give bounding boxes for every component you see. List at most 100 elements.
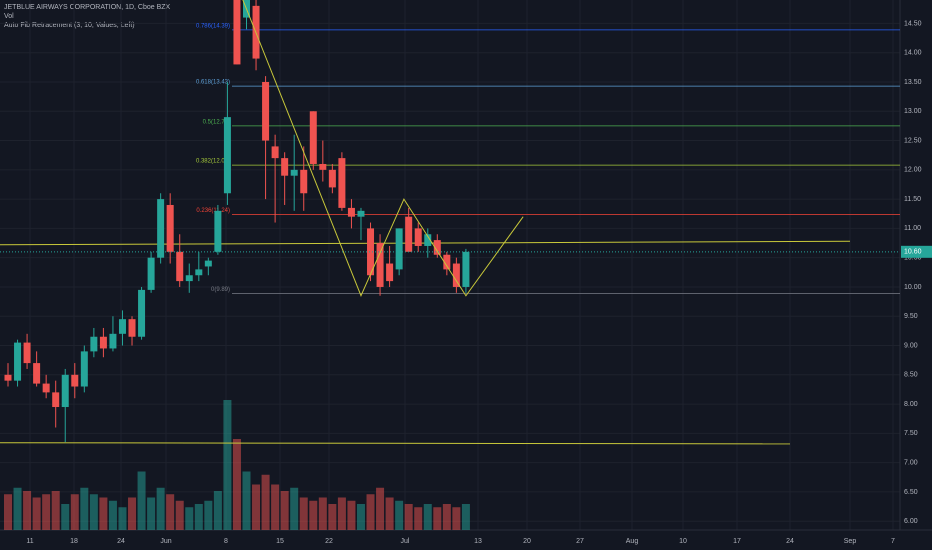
candle-body [99,336,107,349]
volume-bar [213,491,222,530]
volume-bar [99,497,108,530]
x-tick-label: Sep [844,538,857,545]
volume-bar [61,504,70,530]
y-tick-label: 10.50 [904,255,922,262]
y-tick-label: 7.00 [904,459,918,466]
chart-title: JETBLUE AIRWAYS CORPORATION, 1D, Cboe BZ… [4,4,171,11]
x-tick-label: 17 [733,538,741,545]
x-tick-label: 24 [117,538,125,545]
candle-body [185,275,193,282]
volume-bar [204,500,213,530]
x-tick-label: 22 [325,538,333,545]
candle-body [433,240,441,255]
volume-bar [175,500,184,530]
y-tick-label: 9.00 [904,342,918,349]
volume-bar [4,494,12,530]
volume-bar [118,507,127,530]
candle-body [290,169,298,176]
volume-bar [395,500,404,530]
indicator-label: Auto Fib Retracement (3, 10, Values, Lef… [4,22,135,29]
volume-bar [280,491,289,530]
volume-bar [356,504,365,530]
y-tick-label: 9.50 [904,313,918,320]
fib-label: 0.786(14.39) [196,23,230,29]
y-tick-label: 10.00 [904,284,922,291]
volume-bar [318,497,327,530]
candle-body [462,251,470,287]
volume-bar [166,494,175,530]
candle-body [176,251,184,282]
candle-body [138,289,146,337]
y-tick-label: 8.50 [904,372,918,379]
volume-bar [13,487,22,530]
y-tick-label: 11.50 [904,196,921,203]
y-tick-label: 7.50 [904,430,918,437]
y-tick-label: 6.00 [904,518,918,525]
volume-bar [433,507,442,530]
y-tick-label: 12.50 [904,137,922,144]
volume-bar [347,500,356,530]
volume-bar [452,507,461,530]
x-tick-label: 7 [891,538,895,545]
volume-bar [385,497,394,530]
volume-bar [137,471,146,530]
volume-bar [414,507,423,530]
x-tick-label: 27 [576,538,584,545]
volume-bar [252,484,261,530]
x-tick-label: 8 [224,538,228,545]
candle-body [347,207,355,217]
y-tick-label: 6.50 [904,489,918,496]
y-tick-label: 12.00 [904,167,922,174]
volume-bar [309,500,318,530]
volume-bar [108,500,117,530]
candle-body [386,263,394,282]
x-tick-label: 18 [70,538,78,545]
candle-body [223,117,231,194]
candle-body [328,169,336,188]
candle-body [42,383,50,393]
candle-body [4,374,12,381]
fib-label: 0(9.89) [211,287,230,293]
y-tick-label: 11.00 [904,225,921,232]
volume-bar [70,494,79,530]
volume-bar [337,497,346,530]
candle-body [166,204,174,252]
candle-body [281,158,289,176]
volume-bar [271,484,280,530]
volume-bar [32,497,41,530]
last-price-box [901,245,932,258]
candle-body [128,319,136,337]
candle-body [33,363,41,384]
candle-body [52,392,60,408]
y-tick-label: 8.00 [904,401,918,408]
volume-bar [366,494,375,530]
candle-body [61,374,69,408]
x-tick-label: 24 [786,538,794,545]
candle-body [147,257,155,290]
candle-body [443,254,451,270]
candle-body [309,111,317,164]
candle-body [452,263,460,287]
pattern-line [242,0,524,298]
volume-bar [442,504,451,530]
candle-body [338,158,346,208]
y-tick-label: 13.50 [904,79,922,86]
volume-bar [194,504,203,530]
candle-body [80,351,88,387]
x-tick-label: 13 [474,538,482,545]
volume-bar [89,494,98,530]
candle-body [395,228,403,270]
fib-label: 0.618(13.43) [196,80,230,86]
fib-label: 0.382(12.08) [196,159,230,165]
fib-label: 0.236(11.24) [196,208,230,214]
trend-line [0,442,791,445]
volume-bar [461,504,470,530]
candle-body [23,342,31,364]
y-tick-label: 13.00 [904,108,922,115]
volume-bar [42,494,51,530]
candle-body [109,333,117,349]
volume-bar [404,504,413,530]
volume-bar [423,504,432,530]
candle-body [71,374,79,387]
x-tick-label: 11 [26,538,33,545]
